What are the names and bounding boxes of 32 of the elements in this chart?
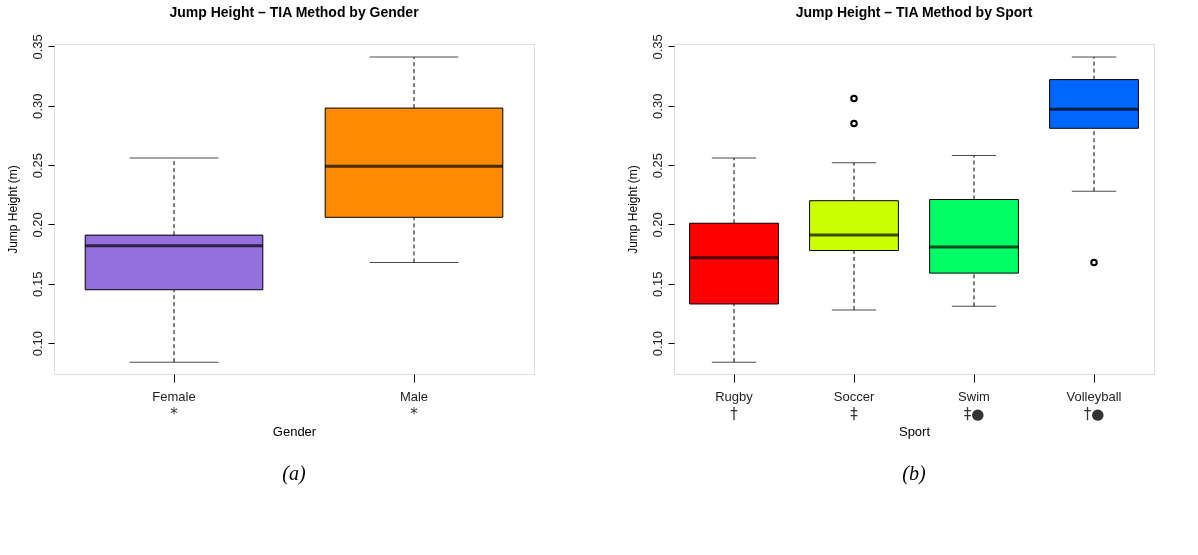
y-tick-label: 0.20 xyxy=(649,212,665,238)
y-tick-label: 0.10 xyxy=(29,330,45,357)
y-tick-label: 0.30 xyxy=(29,93,45,119)
chart-title: Jump Height – TIA Method by Gender xyxy=(169,3,420,20)
x-tick-label: Male xyxy=(399,388,429,404)
y-tick-label: 0.15 xyxy=(29,271,45,297)
x-tick-label: Female xyxy=(152,388,196,404)
y-tick-label: 0.10 xyxy=(649,330,665,357)
text: * xyxy=(170,405,179,423)
text: † xyxy=(730,405,739,423)
text: ‡ xyxy=(850,405,859,423)
text: †● xyxy=(1083,405,1105,423)
y-axis-title: Jump Height (m) xyxy=(5,165,20,254)
text: ‡● xyxy=(963,405,985,423)
y-tick-label: 0.25 xyxy=(649,152,665,179)
text: (a) xyxy=(282,462,306,485)
x-tick-label: Soccer xyxy=(833,388,875,404)
y-tick-label: 0.25 xyxy=(29,152,45,179)
x-axis-title: Sport xyxy=(898,423,931,439)
x-tick-label: Volleyball xyxy=(1066,388,1122,404)
y-axis-title: Jump Height (m) xyxy=(625,165,640,254)
y-tick-label: 0.35 xyxy=(29,34,45,60)
y-tick-label: 0.30 xyxy=(649,93,665,119)
chart-title: Jump Height – TIA Method by Sport xyxy=(795,3,1033,20)
y-tick-label: 0.20 xyxy=(29,212,45,238)
x-tick-label: Rugby xyxy=(715,388,754,404)
y-tick-label: 0.15 xyxy=(649,271,665,297)
text: (b) xyxy=(902,462,926,485)
y-tick-label: 0.35 xyxy=(649,34,665,60)
text: * xyxy=(410,405,419,423)
x-tick-label: Swim xyxy=(958,388,990,404)
x-axis-title: Gender xyxy=(272,423,317,439)
